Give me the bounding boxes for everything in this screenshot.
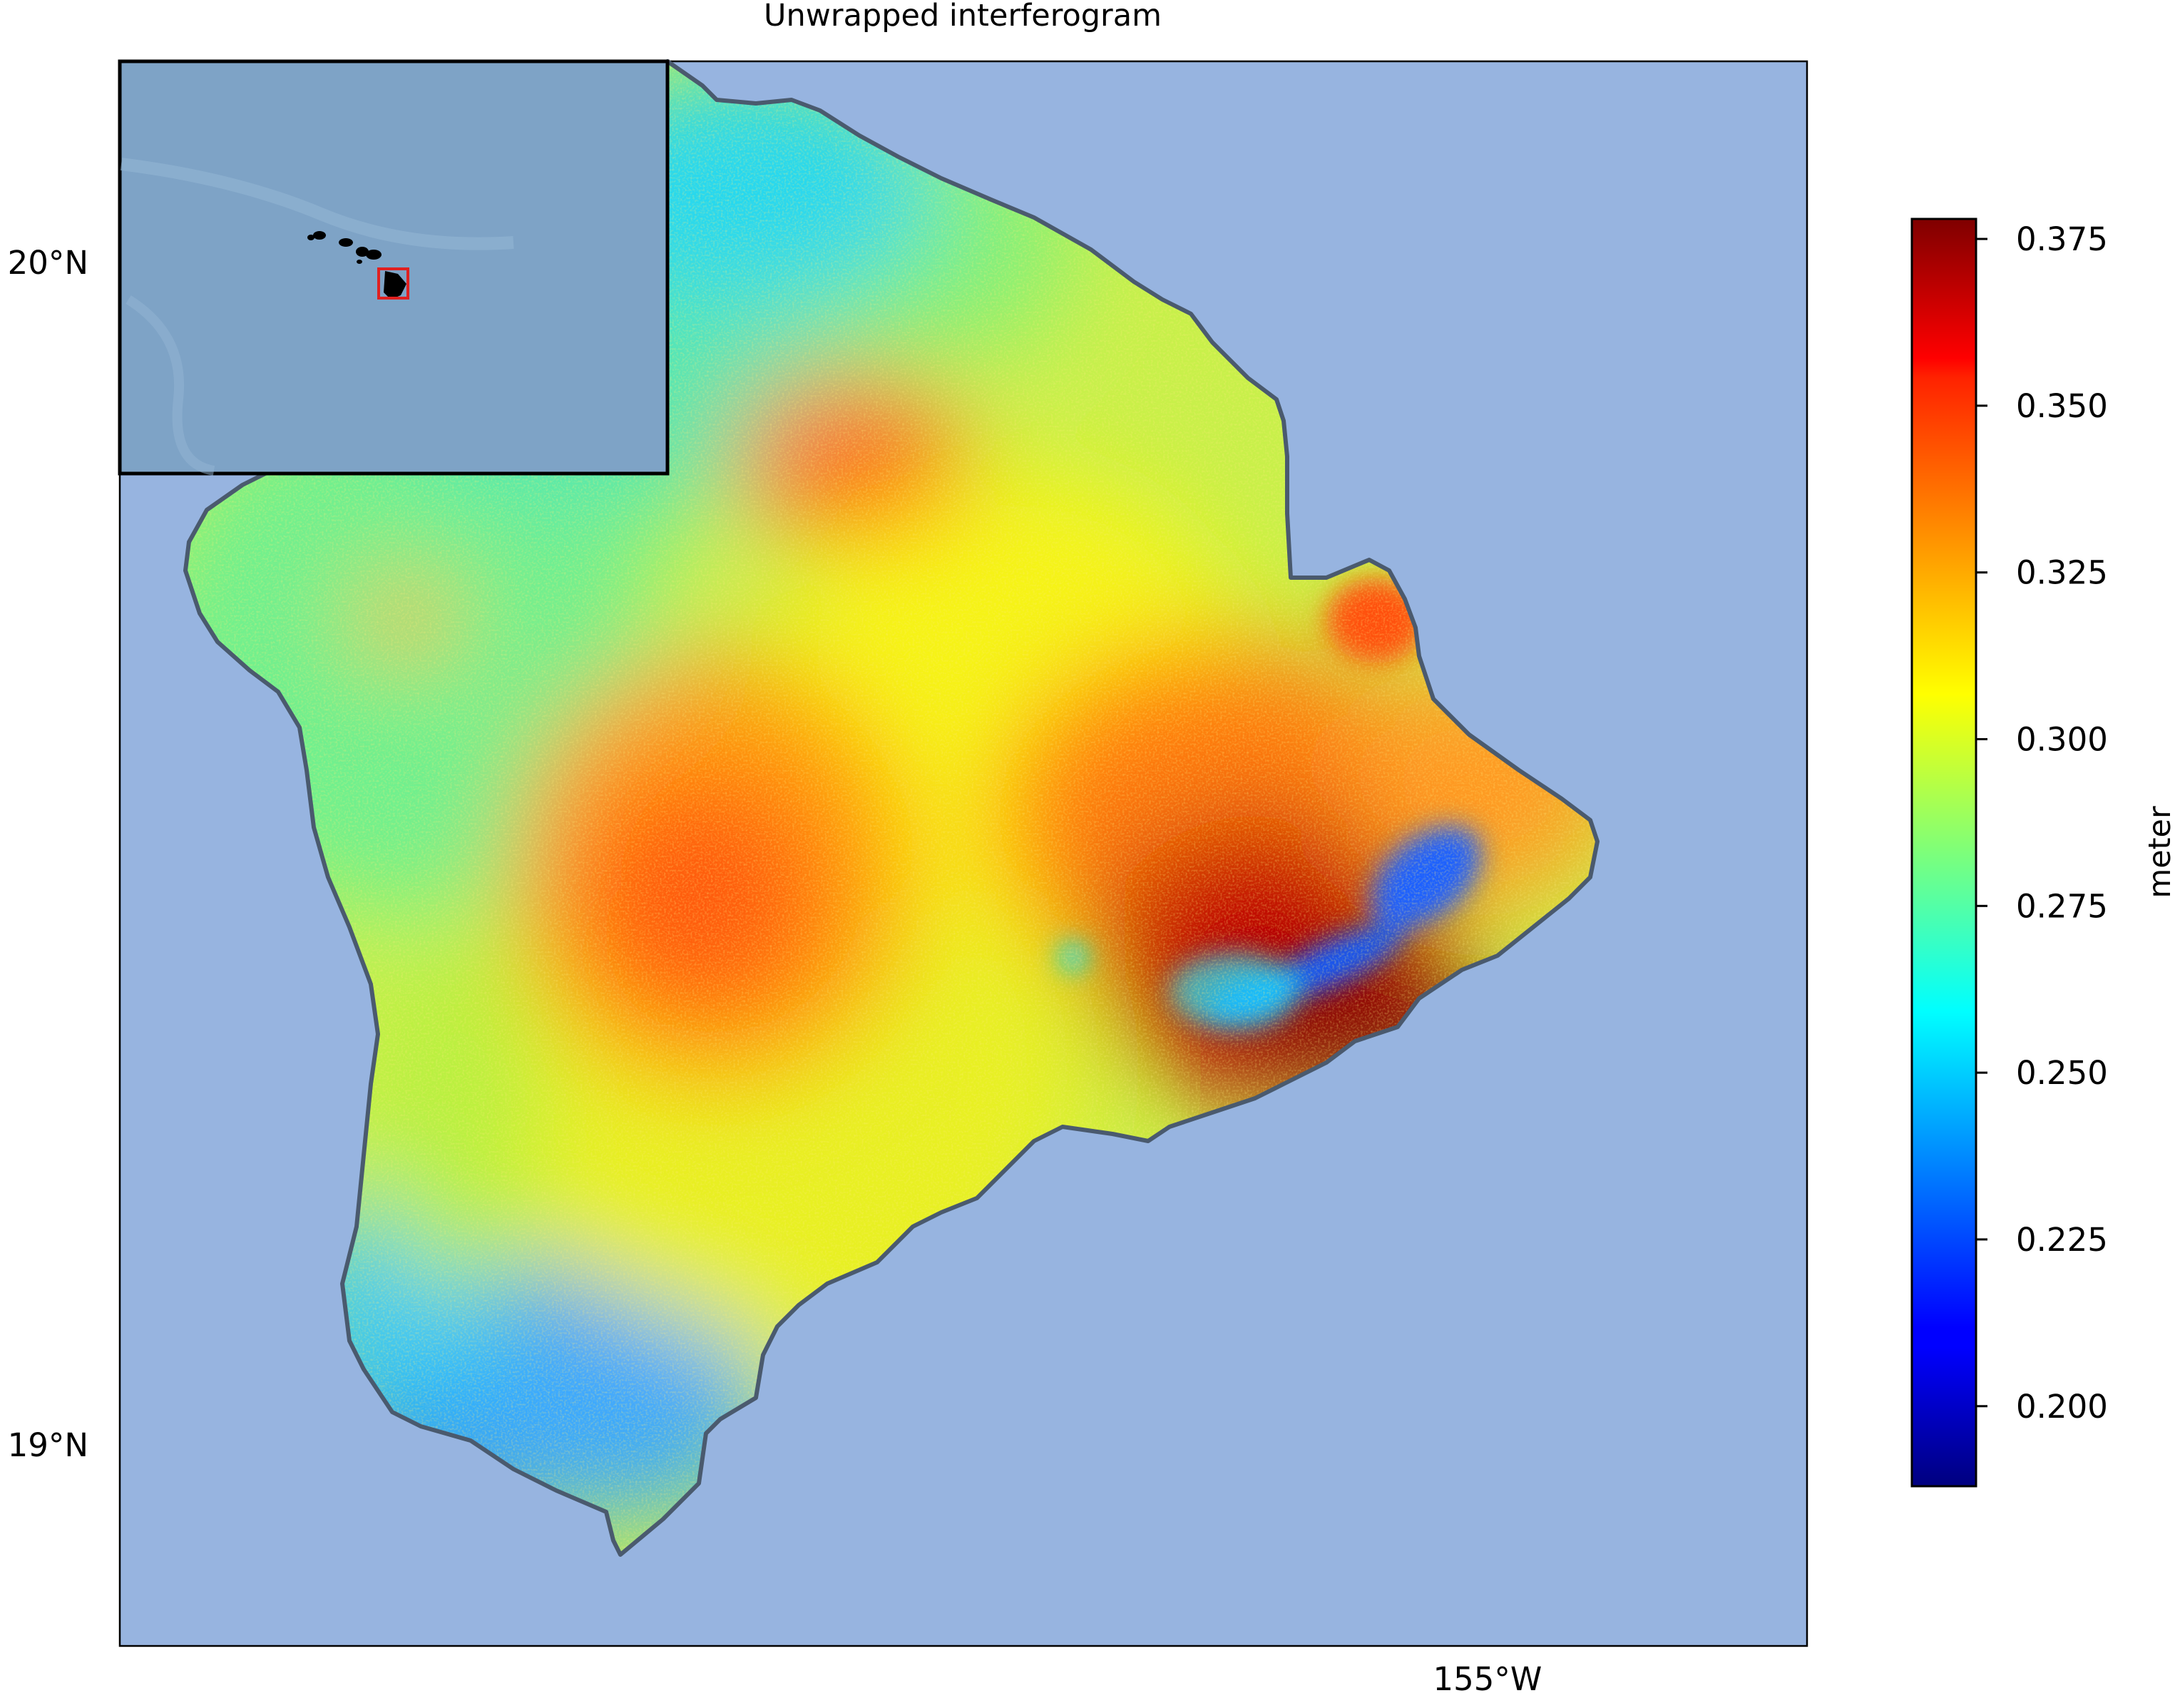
colorbar-tick-label: 0.275	[2016, 887, 2108, 925]
inset-locator-map	[118, 59, 670, 476]
chart-title: Unwrapped interferogram	[764, 0, 1162, 34]
lat-tick-label: 19°N	[8, 1426, 88, 1464]
coastline	[183, 59, 1600, 1557]
colorbar-tick-label: 0.325	[2016, 554, 2108, 592]
colorbar-tick-label: 0.350	[2016, 387, 2108, 425]
colorbar-label: meter	[2142, 806, 2175, 899]
red-box-icon	[377, 267, 409, 300]
hawaiian-islands-icon	[307, 231, 406, 300]
colorbar-tick-label: 0.250	[2016, 1054, 2108, 1092]
colorbar-tick-label: 0.300	[2016, 721, 2108, 759]
colorbar: 0.375 0.350 0.325 0.300 0.275 0.250 0.225 0.200…	[1910, 218, 2175, 1488]
lat-tick-label: 20°N	[8, 244, 88, 282]
latitude-tick-labels: 20°N 19°N	[8, 244, 88, 1464]
longitude-tick-labels: 155°W	[1433, 1660, 1542, 1698]
colorbar-tick-label: 0.225	[2016, 1221, 2108, 1259]
colorbar-tick-label: 0.200	[2016, 1388, 2108, 1426]
colorbar-gradient	[1910, 218, 1977, 1488]
lon-tick-label: 155°W	[1433, 1660, 1542, 1698]
colorbar-tick-labels: 0.375 0.350 0.325 0.300 0.275 0.250 0.225 0.200	[1976, 220, 2108, 1426]
map-axes: 20°N 19°N 155°W	[8, 59, 1808, 1698]
colorbar-tick-label: 0.375	[2016, 220, 2108, 258]
inset-texture	[120, 158, 514, 250]
